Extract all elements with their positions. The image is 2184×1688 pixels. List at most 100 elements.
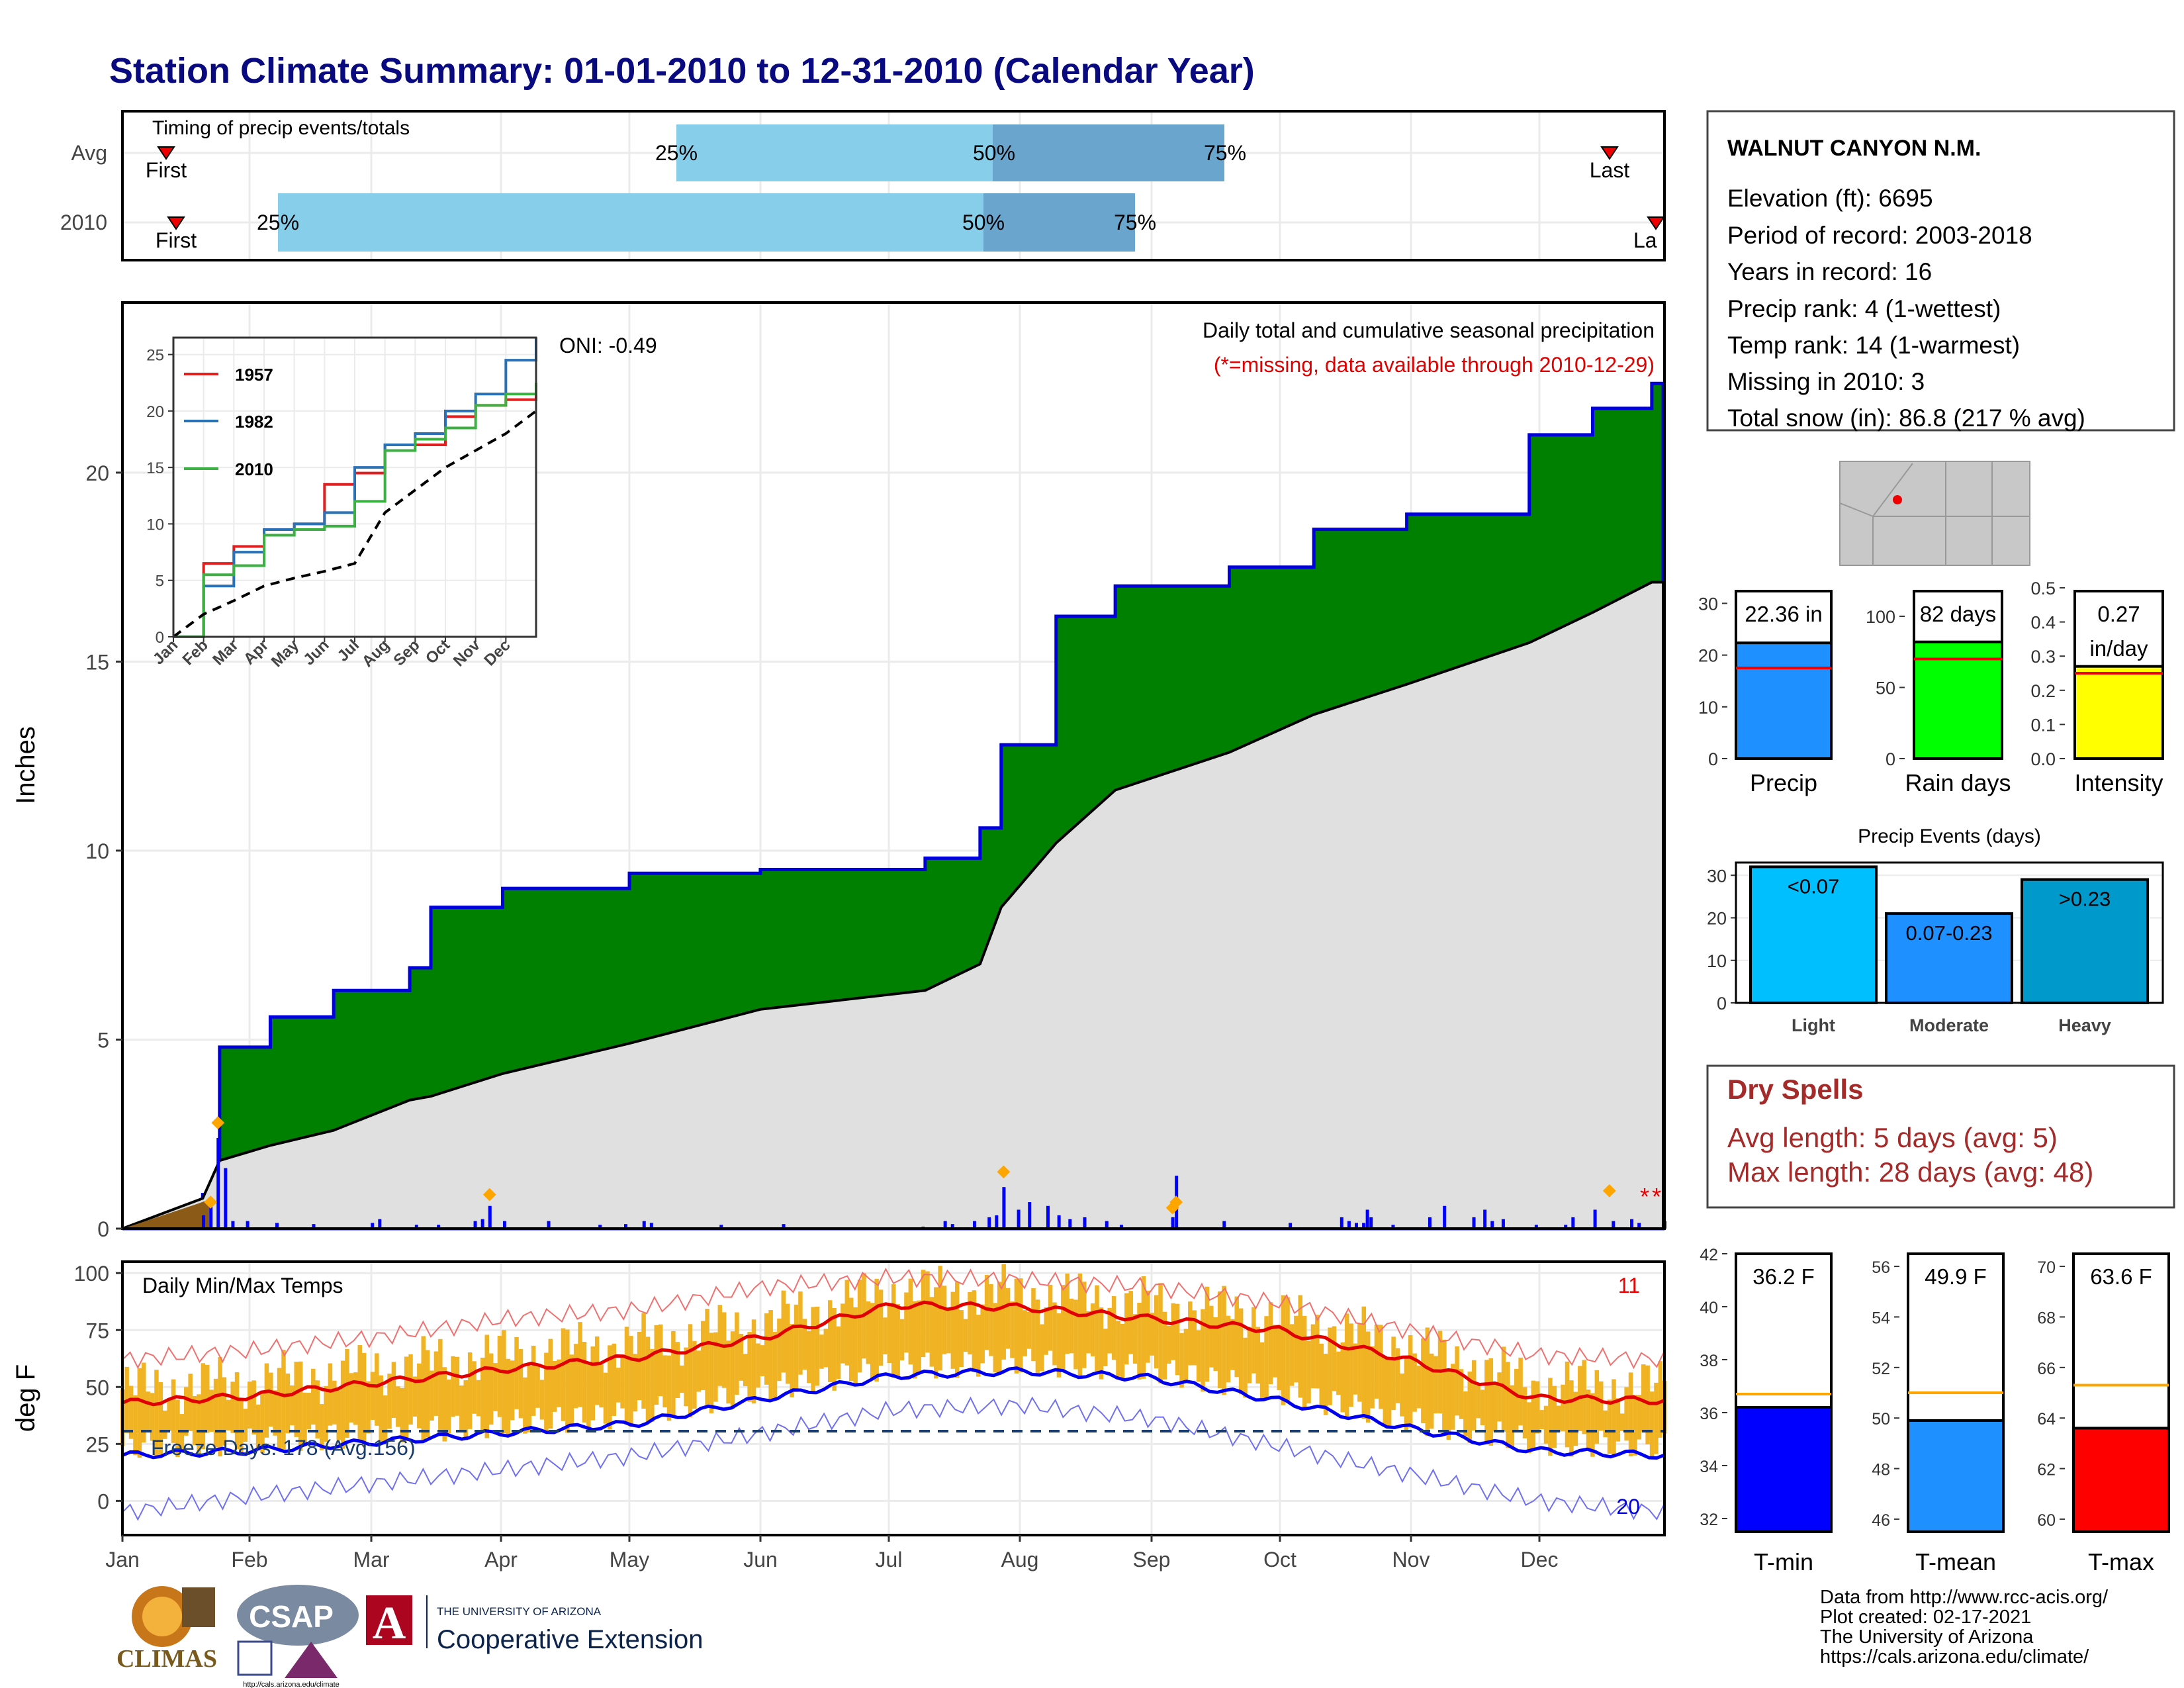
daily-temp-range (1412, 1353, 1417, 1412)
events-bar (1749, 865, 1878, 1004)
ua-logo: A THE UNIVERSITY OF ARIZONA Cooperative … (366, 1595, 703, 1654)
daily-temp-range (624, 1327, 629, 1425)
daily-temp-range (357, 1345, 362, 1441)
daily-temp-range (1619, 1413, 1625, 1431)
daily-temp-range (645, 1336, 651, 1424)
q50-2010: 50% (962, 211, 1005, 234)
summary-bars: 0 10 20 30 22.36 in Precip 0 50 100 82 days Rain d… (1698, 579, 2164, 796)
timing-row-avg: Avg (71, 141, 107, 165)
timing-bar-2010-dark (983, 193, 1135, 252)
daily-precip-bar (312, 1224, 316, 1229)
daily-temp-range (455, 1356, 460, 1416)
daily-temp-range (1031, 1288, 1036, 1362)
daily-temp-range (438, 1338, 443, 1430)
daily-temp-range (476, 1380, 481, 1417)
legend-1957: 1957 (235, 365, 273, 385)
timing-panel: Timing of precip events/totals Avg 2010 … (60, 110, 1666, 261)
daily-temp-range (404, 1356, 409, 1441)
bar-value (1735, 641, 1833, 760)
daily-temp-range (1040, 1324, 1044, 1372)
daily-temp-range (1357, 1323, 1362, 1402)
daily-temp-range (480, 1357, 485, 1432)
daily-temp-range (976, 1315, 981, 1377)
daily-temp-range (1137, 1303, 1142, 1380)
daily-temp-range (366, 1381, 371, 1434)
daily-precip-bar (1630, 1219, 1634, 1229)
daily-temp-range (1612, 1379, 1616, 1457)
daily-temp-range (1289, 1324, 1295, 1386)
daily-temp-range (319, 1404, 324, 1450)
daily-temp-range (921, 1270, 926, 1358)
last-label-avg: Last (1590, 158, 1630, 182)
daily-temp-range (510, 1360, 515, 1421)
daily-temp-range (340, 1360, 345, 1449)
daily-temp-range (1463, 1391, 1468, 1436)
daily-temp-range (790, 1324, 794, 1397)
daily-temp-range (963, 1319, 968, 1352)
bar-category-label: T-max (2088, 1548, 2154, 1575)
daily-temp-range (590, 1346, 596, 1421)
temp-xtick-label: Jan (105, 1548, 140, 1571)
daily-temp-range (637, 1331, 642, 1401)
temp-ytick-label: 50 (85, 1376, 109, 1399)
oni-value: ONI: -0.49 (559, 334, 657, 357)
inset-xtick-label: Sep (390, 636, 423, 669)
daily-temp-range (895, 1304, 900, 1377)
daily-temp-range (1527, 1402, 1531, 1454)
events-ytick-label: 20 (1707, 909, 1727, 929)
timing-row-2010: 2010 (60, 211, 107, 234)
footer-line: https://cals.arizona.edu/climate/ (1820, 1646, 2089, 1667)
inset-line-1982 (173, 338, 537, 638)
daily-temp-range (938, 1266, 942, 1371)
daily-temp-range (929, 1297, 934, 1367)
heavy-precip-marker (482, 1188, 496, 1201)
daily-precip-bar (246, 1221, 250, 1229)
daily-temp-range (811, 1307, 815, 1395)
events-category-label: Moderate (1909, 1015, 1989, 1035)
daily-temp-range (1099, 1307, 1104, 1380)
timing-bar-2010-light (278, 193, 986, 252)
daily-precip-bar (950, 1224, 954, 1229)
daily-temp-range (853, 1307, 858, 1387)
dry-spells-avg: Avg length: 5 days (avg: 5) (1727, 1122, 2058, 1153)
daily-temp-range (565, 1329, 570, 1433)
daily-temp-range (968, 1291, 972, 1355)
bar-value-text: 82 days (1920, 602, 1997, 626)
events-bar-text: >0.23 (2059, 888, 2111, 911)
bar-ytick-label: 30 (1698, 594, 1718, 614)
daily-temp-range (1103, 1329, 1108, 1366)
daily-temp-range (137, 1368, 142, 1458)
precip-total-bar: 0 10 20 30 22.36 in Precip (1698, 590, 1833, 796)
daily-temp-range (234, 1372, 240, 1450)
tmax-bar: 60 62 64 66 68 70 63.6 F T-max (2037, 1252, 2170, 1575)
daily-temp-range (743, 1354, 748, 1386)
daily-temp-range (349, 1373, 354, 1423)
daily-temp-range (1023, 1310, 1027, 1356)
daily-temp-range (1217, 1291, 1222, 1389)
record-low-count: 20 (1616, 1495, 1640, 1519)
daily-temp-range (1082, 1282, 1087, 1368)
first-marker-2010 (167, 216, 185, 230)
daily-precip-bar (1501, 1219, 1505, 1229)
daily-temp-range (586, 1364, 591, 1432)
tmean-bar: 46 48 50 52 54 56 49.9 F T-mean (1872, 1252, 2005, 1575)
daily-temp-range (972, 1290, 977, 1371)
bar-value-text: 63.6 F (2090, 1264, 2152, 1289)
daily-precip-bar (1483, 1209, 1487, 1229)
daily-precip-bar (1365, 1209, 1369, 1229)
daily-temp-range (1302, 1315, 1307, 1411)
temp-xtick-label: Jul (876, 1548, 903, 1571)
daily-temp-range (502, 1330, 506, 1434)
daily-temp-range (1162, 1311, 1167, 1380)
daily-temp-range (412, 1376, 418, 1417)
daily-temp-range (866, 1301, 871, 1364)
daily-precip-bar (1391, 1225, 1395, 1229)
daily-temp-range (353, 1372, 358, 1425)
daily-temp-range (1518, 1357, 1523, 1426)
daily-precip-bar (1571, 1217, 1575, 1229)
inset-ytick-label: 15 (146, 459, 164, 477)
station-line: Period of record: 2003-2018 (1727, 222, 2032, 249)
bar-ytick-label: 70 (2037, 1258, 2056, 1277)
daily-temp-range (150, 1393, 155, 1441)
